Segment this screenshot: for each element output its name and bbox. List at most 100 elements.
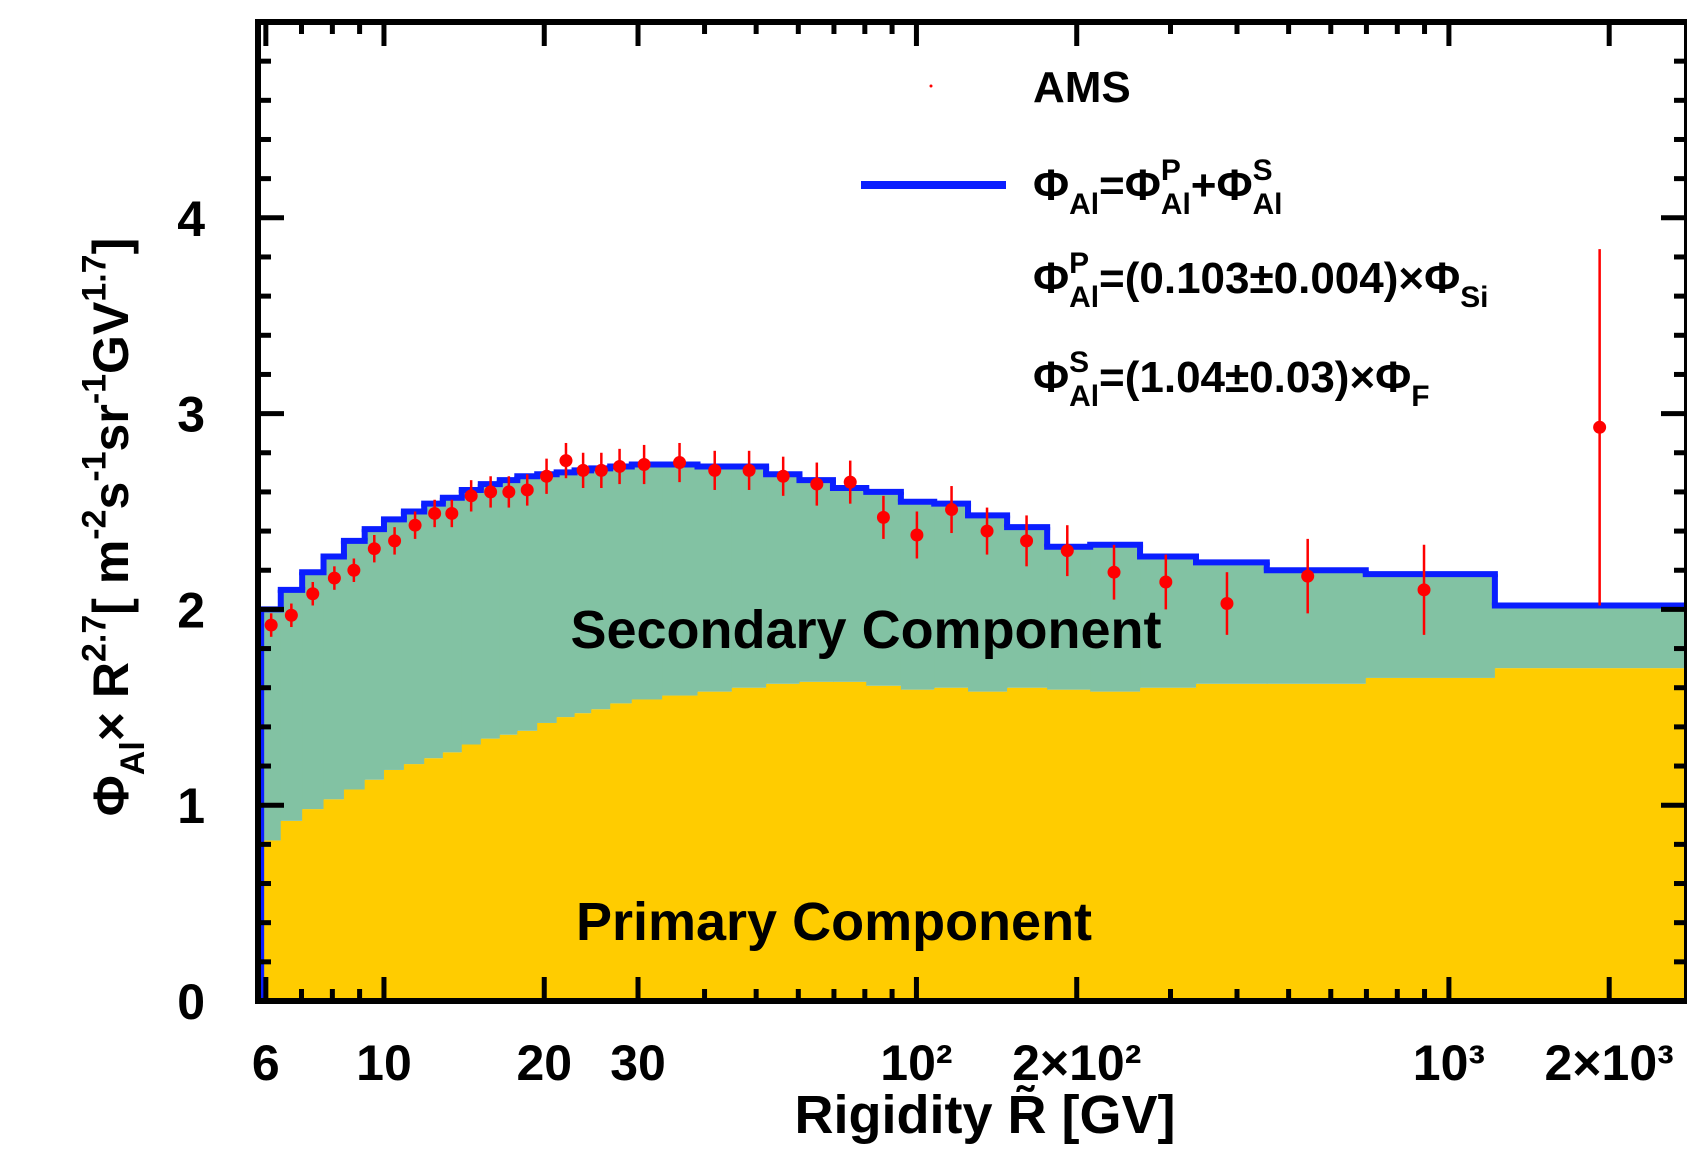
primary-bar (343, 789, 366, 1001)
primary-bar (799, 681, 834, 1001)
y-tick-label: 2 (177, 582, 205, 638)
data-point (980, 524, 994, 538)
y-axis-title-text-part: [ m (83, 540, 139, 615)
legend-label: Φ Al =Φ PAl +Φ SAl (1033, 154, 1282, 221)
primary-bar (1047, 689, 1091, 1001)
legend-marker (929, 84, 933, 88)
secondary-bar (1196, 562, 1268, 684)
primary-bar (1090, 691, 1141, 1001)
secondary-bar (280, 589, 303, 821)
data-point (1593, 420, 1607, 434)
legend-annotation-part: Si (1460, 281, 1488, 314)
data-point (810, 477, 824, 491)
x-tick-label: 6 (252, 1035, 280, 1091)
primary-bar (610, 703, 633, 1001)
component-label: Primary Component (576, 892, 1092, 952)
legend-label-part: Φ (1033, 161, 1069, 210)
secondary-bar (403, 511, 425, 765)
x-tick-label: 10³ (1413, 1035, 1485, 1091)
data-point (576, 463, 590, 477)
primary-bar (1140, 687, 1197, 1001)
secondary-bar (364, 529, 385, 780)
secondary-bar (731, 466, 767, 688)
y-axis-title-text-part: -1 (76, 374, 114, 404)
secondary-bar (383, 519, 405, 770)
legend-annotation-part: Φ (1033, 353, 1069, 402)
primary-bar (383, 769, 405, 1001)
secondary-bar (832, 488, 867, 682)
y-axis-title-text-part: 2.7 (76, 615, 114, 662)
secondary-bar (631, 464, 663, 700)
primary-bar (302, 809, 325, 1001)
data-point (776, 469, 790, 483)
data-point (843, 475, 857, 489)
secondary-bar (1266, 570, 1367, 684)
primary-bar (364, 779, 385, 1001)
secondary-bar (574, 470, 592, 714)
component-label: Secondary Component (570, 600, 1161, 660)
y-axis-title-text: ΦAl × R2.7 [ m-2s-1sr-1 GV1.7] (76, 238, 153, 816)
primary-bar (424, 758, 444, 1001)
secondary-bar (662, 464, 699, 696)
data-point (910, 528, 924, 542)
legend-label-part: Al (1161, 188, 1191, 221)
y-axis-title-text-part: ] (83, 238, 139, 255)
data-point (327, 571, 341, 585)
legend-label-part: =Φ (1099, 161, 1161, 210)
data-point (613, 459, 627, 473)
x-tick-label: 2×10² (1012, 1035, 1141, 1091)
primary-bar (1007, 687, 1048, 1001)
legend-annotation-part: =(1.04±0.03)×Φ (1099, 353, 1411, 402)
data-point (464, 489, 478, 503)
secondary-bar (461, 489, 482, 745)
secondary-bar (766, 474, 801, 684)
primary-bar (574, 713, 592, 1001)
y-axis-title-text-part: GV (83, 301, 139, 374)
data-point (1107, 565, 1121, 579)
data-point (306, 587, 320, 601)
y-axis-title-text-part: × R (83, 662, 139, 741)
secondary-bar (343, 540, 366, 790)
data-point (264, 618, 278, 632)
x-tick-label: 10 (356, 1035, 412, 1091)
data-point (876, 510, 890, 524)
primary-bar (480, 738, 501, 1001)
y-axis-title-text-part: s (83, 482, 139, 510)
secondary-bar (480, 484, 501, 739)
legend-annotation-part: P (1069, 247, 1089, 280)
legend-label-part: S (1253, 154, 1273, 187)
data-point (594, 463, 608, 477)
primary-bar (766, 683, 801, 1001)
y-tick-label: 1 (177, 778, 205, 834)
secondary-bar (302, 572, 325, 810)
data-point (484, 485, 498, 499)
data-point (559, 454, 573, 468)
data-point (1159, 575, 1173, 589)
x-tick-label: 2×10³ (1545, 1035, 1674, 1091)
primary-bar (461, 744, 482, 1001)
data-point (540, 469, 554, 483)
secondary-bar (517, 476, 538, 731)
data-point (673, 456, 687, 470)
x-tick-label: 20 (516, 1035, 572, 1091)
primary-bar (517, 730, 538, 1001)
y-tick-label: 4 (177, 191, 205, 247)
primary-bar (631, 699, 663, 1001)
data-point (502, 485, 516, 499)
y-axis-title-text-part: -2 (76, 509, 114, 539)
data-point (708, 463, 722, 477)
legend-label-part: P (1161, 154, 1181, 187)
secondary-bar (697, 466, 733, 692)
legend-annotation-part: F (1411, 380, 1429, 413)
y-axis-title-text-part: 1.7 (76, 254, 114, 301)
y-axis-title-text-part: -1 (76, 451, 114, 481)
data-point (520, 483, 534, 497)
primary-bar (537, 722, 558, 1001)
legend-annotation: Φ SAl =(1.04±0.03)×Φ F (1033, 346, 1430, 413)
overlay: 6 10 20 30 10² 2×10² 10³ 2×10³ 0 1 2 3 4 (177, 19, 1687, 1091)
primary-bar (1365, 677, 1496, 1001)
y-axis-title: ΦAl × R2.7 [ m-2s-1sr-1 GV1.7] (76, 238, 153, 816)
primary-bar (323, 799, 345, 1001)
primary-bar (900, 689, 935, 1001)
legend-annotation-part: =(0.103±0.004)×Φ (1099, 254, 1460, 303)
